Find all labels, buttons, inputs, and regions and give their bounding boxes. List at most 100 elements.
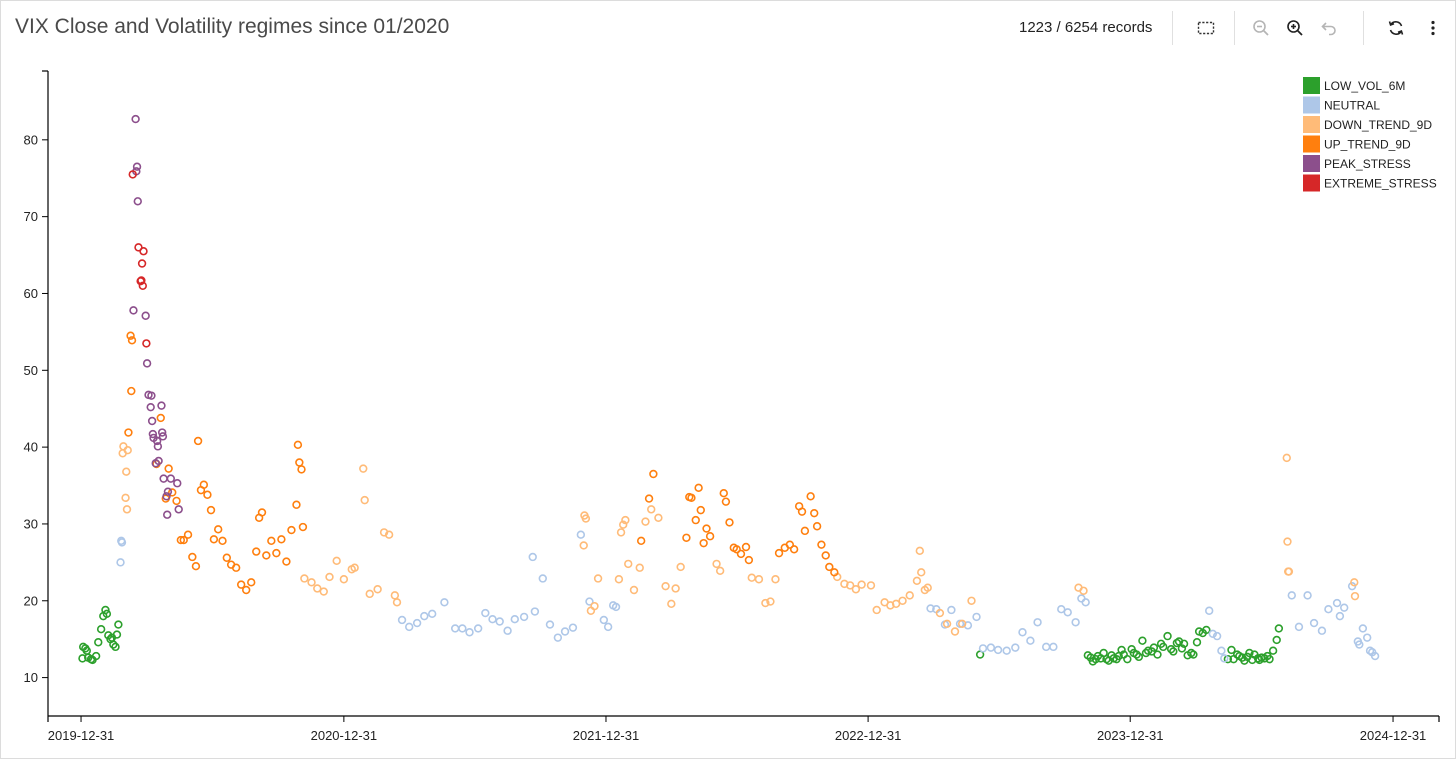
data-point	[1317, 626, 1327, 635]
data-point	[538, 574, 547, 583]
data-point	[736, 549, 746, 559]
y-tick-label: 80	[24, 132, 38, 147]
chart-title: VIX Close and Volatility regimes since 0…	[15, 15, 450, 38]
data-point	[810, 508, 819, 518]
data-point	[332, 556, 341, 566]
data-point	[1011, 643, 1020, 652]
data-point	[761, 598, 770, 608]
data-point	[671, 584, 680, 593]
data-point	[1365, 646, 1375, 655]
data-point	[942, 619, 952, 629]
data-point	[179, 535, 188, 545]
box-select-icon[interactable]	[1193, 15, 1219, 41]
data-point	[635, 563, 644, 572]
data-point	[163, 510, 172, 519]
data-point	[222, 553, 232, 562]
data-point	[141, 311, 150, 320]
data-point	[128, 170, 137, 179]
data-point	[766, 597, 775, 606]
data-point	[174, 505, 183, 514]
data-point	[164, 464, 173, 473]
data-point	[325, 572, 334, 582]
data-point	[644, 494, 654, 503]
data-point	[1123, 654, 1132, 664]
data-point	[1335, 611, 1345, 621]
data-point	[935, 608, 945, 618]
data-point	[825, 562, 834, 572]
data-point	[1166, 644, 1176, 654]
data-point	[384, 530, 394, 539]
data-point	[1179, 639, 1189, 648]
data-point	[702, 524, 711, 533]
data-point	[1223, 654, 1233, 664]
legend-swatch	[1303, 155, 1320, 172]
data-point	[473, 624, 483, 633]
data-point	[715, 566, 725, 576]
data-point	[123, 445, 132, 455]
data-point	[193, 436, 203, 446]
zoom-in-icon[interactable]	[1282, 15, 1308, 41]
data-point	[812, 522, 822, 531]
legend-swatch	[1303, 135, 1320, 153]
data-point	[131, 114, 140, 124]
data-point	[1202, 625, 1211, 635]
data-point	[785, 540, 795, 549]
data-point	[972, 612, 981, 622]
data-point	[119, 442, 128, 451]
data-point	[350, 563, 359, 572]
data-point	[450, 624, 460, 633]
data-point	[593, 574, 603, 583]
data-point	[127, 386, 136, 396]
data-point	[231, 563, 241, 572]
data-point	[218, 536, 227, 546]
x-tick-label: 2019-12-31	[48, 728, 115, 743]
data-point	[133, 197, 142, 206]
data-point	[845, 581, 855, 590]
data-point	[1350, 591, 1360, 601]
data-point	[797, 507, 807, 516]
data-point	[360, 495, 369, 505]
data-point	[166, 474, 175, 483]
x-tick-label: 2021-12-31	[573, 728, 640, 743]
data-point	[891, 599, 901, 609]
data-point	[111, 642, 120, 652]
data-point	[292, 500, 301, 509]
data-point	[102, 609, 112, 619]
data-point	[1282, 453, 1291, 463]
data-point	[142, 359, 152, 368]
data-point	[1049, 642, 1058, 652]
data-point	[365, 589, 374, 599]
data-point	[616, 528, 626, 537]
data-point	[122, 467, 131, 476]
legend-swatch	[1303, 116, 1320, 133]
data-point	[747, 573, 756, 582]
data-point	[789, 545, 799, 554]
data-point	[147, 391, 156, 400]
data-point	[553, 633, 563, 642]
undo-icon[interactable]	[1316, 15, 1342, 41]
data-point	[872, 605, 881, 615]
data-point	[458, 624, 467, 633]
data-point	[641, 517, 650, 526]
legend-label: NEUTRAL	[1324, 99, 1380, 113]
data-point	[614, 575, 624, 584]
data-point	[146, 402, 155, 412]
refresh-icon[interactable]	[1383, 15, 1409, 41]
data-point	[137, 276, 146, 285]
data-point	[359, 464, 368, 473]
data-point	[744, 555, 754, 565]
zoom-out-icon[interactable]	[1248, 15, 1274, 41]
data-point	[112, 630, 122, 639]
data-point	[926, 604, 935, 613]
data-point	[1294, 622, 1304, 632]
data-point	[857, 580, 866, 589]
data-point	[242, 585, 251, 595]
scatter-chart[interactable]: 10 20 30 40 50 60 70 80 2019-12-31 2020-12-31 2021…	[1, 55, 1455, 758]
data-point	[719, 489, 728, 498]
more-options-icon[interactable]	[1420, 15, 1446, 41]
data-point	[176, 535, 186, 545]
data-point	[139, 247, 148, 256]
data-point	[1220, 654, 1229, 663]
y-tick-label: 40	[24, 440, 38, 455]
data-point	[912, 576, 922, 585]
